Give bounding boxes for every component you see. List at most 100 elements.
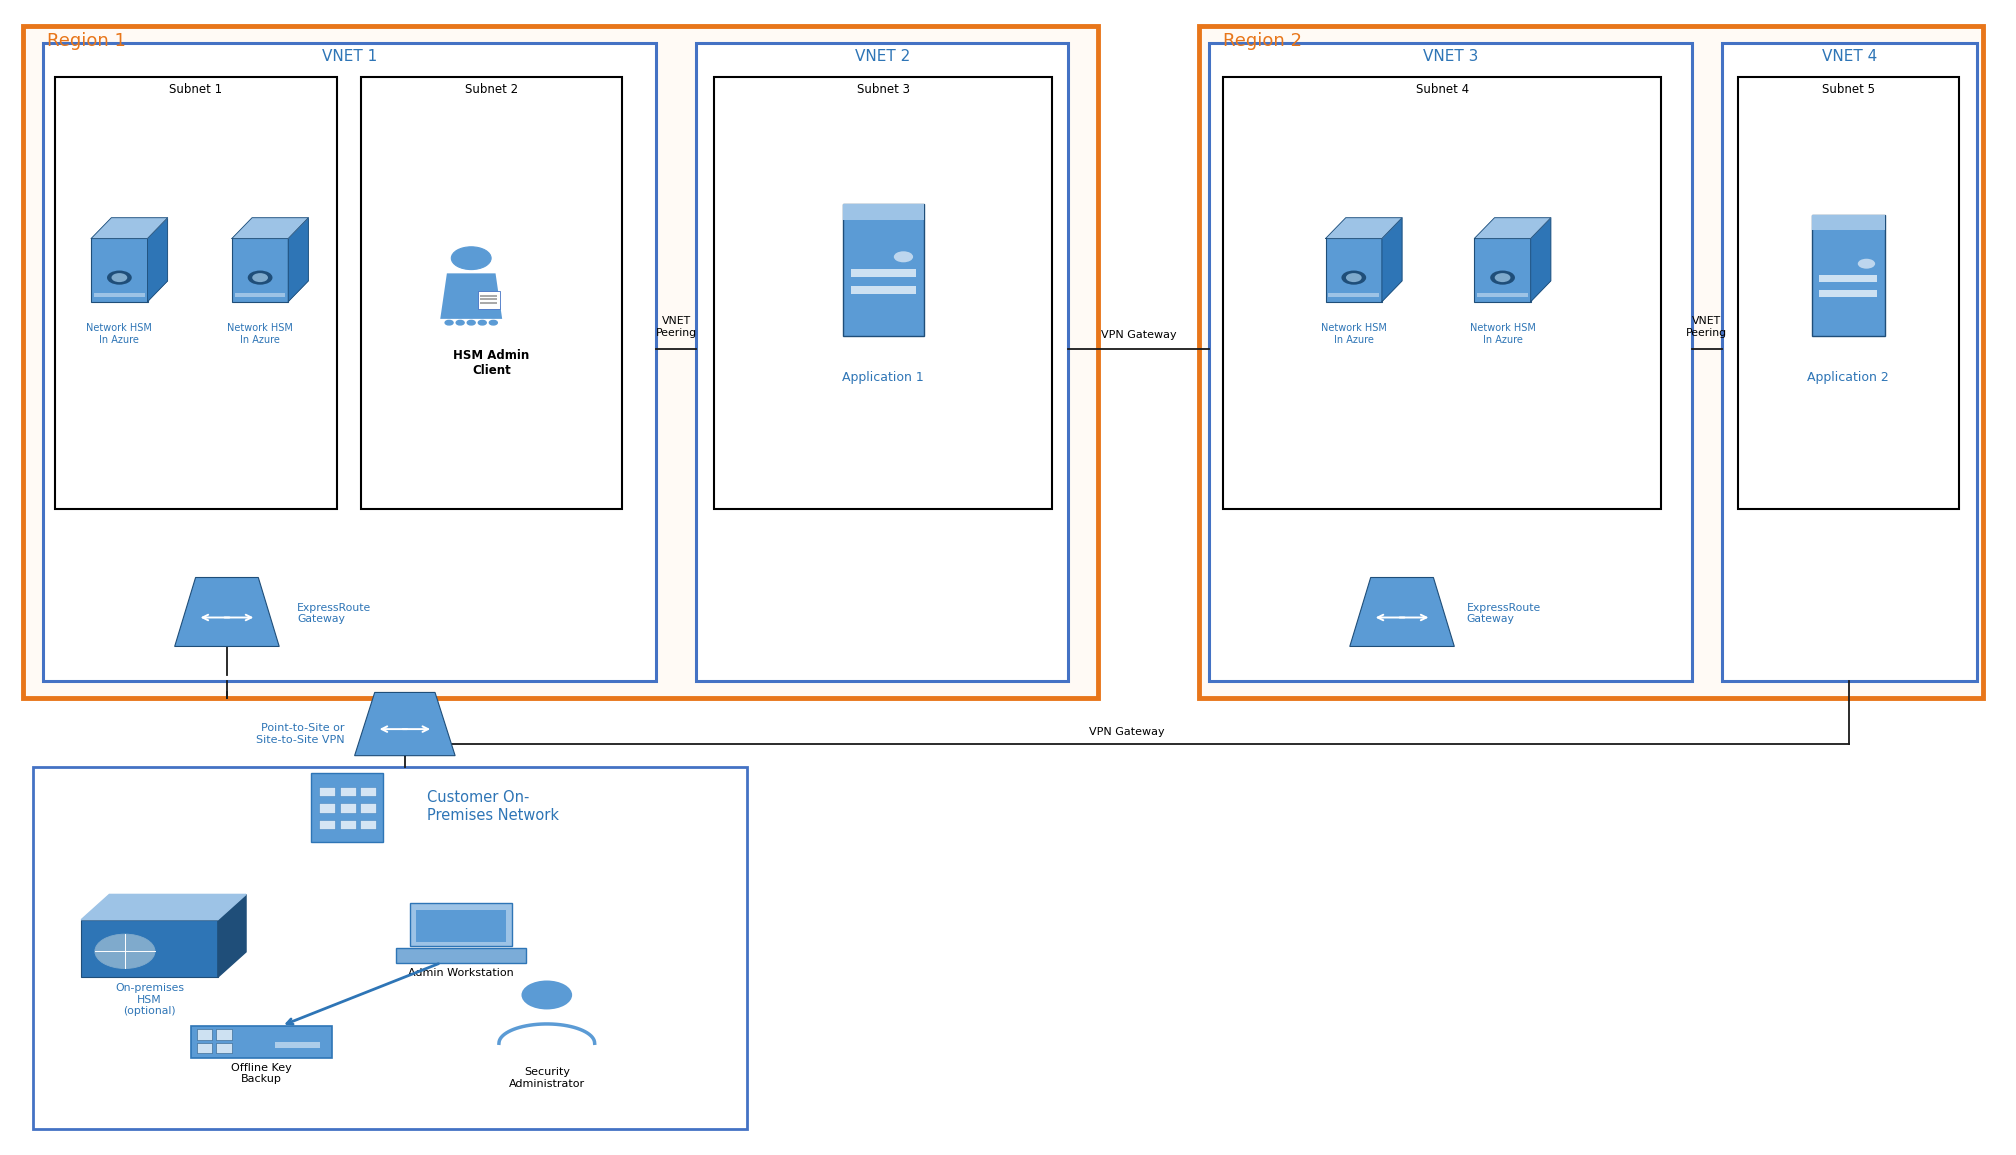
Bar [1474, 238, 1530, 301]
Bar [361, 787, 375, 796]
Polygon shape [232, 218, 308, 238]
Circle shape [456, 320, 464, 325]
Bar [54, 77, 337, 508]
Bar [341, 787, 355, 796]
Bar [361, 77, 623, 508]
Circle shape [1859, 259, 1875, 269]
Text: VNET 4: VNET 4 [1822, 49, 1877, 64]
Circle shape [490, 320, 498, 325]
Polygon shape [81, 894, 246, 919]
Text: Subnet 3: Subnet 3 [857, 83, 909, 96]
Polygon shape [1381, 218, 1401, 301]
Bar [1478, 292, 1528, 297]
Polygon shape [288, 218, 308, 301]
Bar [42, 43, 655, 681]
Polygon shape [1474, 218, 1550, 238]
Circle shape [252, 273, 268, 282]
Bar [22, 25, 1099, 698]
Polygon shape [218, 894, 246, 977]
Bar [851, 286, 915, 293]
Polygon shape [175, 578, 278, 647]
Bar [1818, 275, 1877, 282]
Bar [310, 773, 383, 842]
Bar [91, 238, 147, 301]
Circle shape [1494, 273, 1510, 282]
Polygon shape [91, 218, 167, 238]
Bar [1224, 77, 1661, 508]
Bar [480, 303, 496, 304]
Text: VNET 1: VNET 1 [323, 49, 377, 64]
Bar [417, 910, 506, 942]
Polygon shape [147, 218, 167, 301]
Bar [478, 291, 500, 308]
Circle shape [522, 981, 573, 1009]
Bar [319, 803, 335, 813]
Bar [1818, 290, 1877, 298]
Text: Region 1: Region 1 [46, 31, 125, 50]
Text: Network HSM
In Azure: Network HSM In Azure [228, 323, 292, 345]
Bar [319, 787, 335, 796]
Text: VNET 3: VNET 3 [1423, 49, 1478, 64]
Bar [1812, 216, 1885, 230]
Bar [1327, 238, 1381, 301]
Polygon shape [1530, 218, 1550, 301]
Circle shape [111, 273, 127, 282]
Bar [216, 1043, 232, 1053]
Text: VPN Gateway: VPN Gateway [1101, 330, 1177, 340]
Circle shape [1341, 270, 1367, 284]
Circle shape [446, 320, 454, 325]
Circle shape [107, 270, 131, 284]
Text: Subnet 1: Subnet 1 [169, 83, 222, 96]
Text: HSM Admin
Client: HSM Admin Client [454, 349, 530, 377]
Text: Subnet 2: Subnet 2 [466, 83, 518, 96]
Bar [198, 1029, 212, 1040]
Bar [696, 43, 1068, 681]
Bar [480, 296, 496, 297]
Bar [234, 292, 286, 297]
Bar [319, 820, 335, 829]
Polygon shape [1351, 578, 1454, 647]
Text: VNET
Peering: VNET Peering [1685, 316, 1728, 337]
Bar [216, 1029, 232, 1040]
Text: Network HSM
In Azure: Network HSM In Azure [1320, 323, 1387, 345]
Text: Application 1: Application 1 [843, 371, 923, 383]
Bar [1329, 292, 1379, 297]
Bar [843, 204, 923, 336]
Text: ExpressRoute
Gateway: ExpressRoute Gateway [296, 603, 371, 625]
Bar [843, 204, 923, 219]
Text: Security
Administrator: Security Administrator [508, 1067, 585, 1089]
Bar [276, 1042, 321, 1048]
Text: VNET 2: VNET 2 [855, 49, 909, 64]
Circle shape [452, 247, 492, 269]
Text: Admin Workstation: Admin Workstation [409, 968, 514, 978]
Circle shape [468, 320, 476, 325]
Text: Network HSM
In Azure: Network HSM In Azure [1470, 323, 1536, 345]
Circle shape [478, 320, 486, 325]
Bar [192, 1026, 333, 1058]
Bar [1722, 43, 1978, 681]
Bar [361, 803, 375, 813]
Bar [361, 820, 375, 829]
Circle shape [1347, 273, 1361, 282]
Polygon shape [1327, 218, 1401, 238]
Text: On-premises
HSM
(optional): On-premises HSM (optional) [115, 983, 183, 1016]
Polygon shape [439, 274, 502, 319]
Text: Network HSM
In Azure: Network HSM In Azure [87, 323, 153, 345]
Bar [395, 948, 526, 962]
Circle shape [95, 934, 155, 969]
Bar [409, 903, 512, 946]
Bar [95, 292, 145, 297]
Bar [1210, 43, 1691, 681]
Bar [1738, 77, 1960, 508]
Bar [341, 820, 355, 829]
Text: Offline Key
Backup: Offline Key Backup [232, 1063, 292, 1085]
Text: Subnet 5: Subnet 5 [1822, 83, 1875, 96]
Text: Region 2: Region 2 [1224, 31, 1302, 50]
Bar [851, 269, 915, 277]
Bar [1200, 25, 1984, 698]
Text: Subnet 4: Subnet 4 [1415, 83, 1470, 96]
Bar [480, 298, 496, 300]
Text: VPN Gateway: VPN Gateway [1089, 728, 1165, 737]
Text: ExpressRoute
Gateway: ExpressRoute Gateway [1466, 603, 1540, 625]
Text: Point-to-Site or
Site-to-Site VPN: Point-to-Site or Site-to-Site VPN [256, 723, 345, 745]
